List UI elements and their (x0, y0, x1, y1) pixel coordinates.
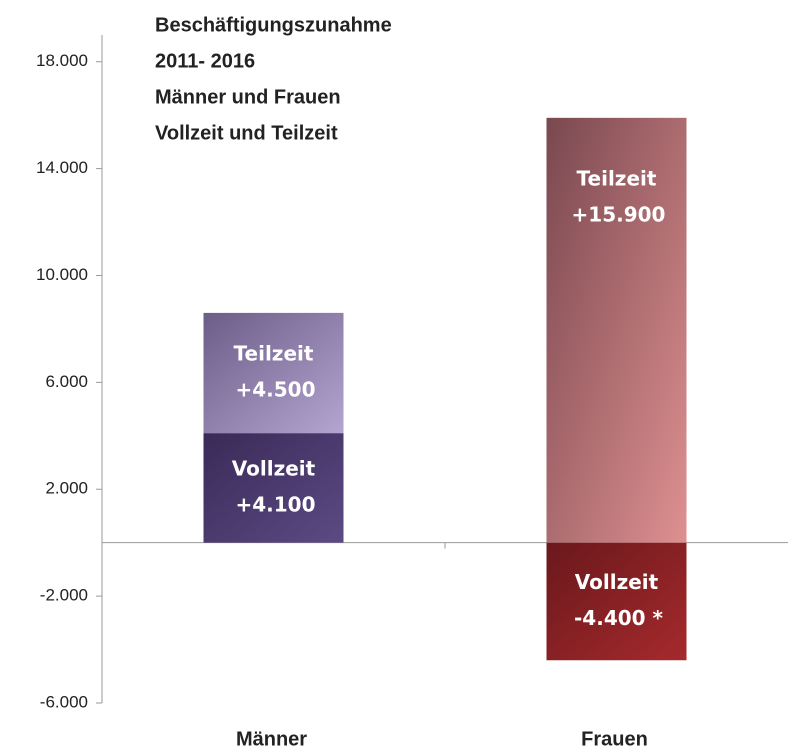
chart-title: Vollzeit und Teilzeit (155, 122, 338, 144)
chart-title: 2011- 2016 (155, 50, 255, 72)
data-label: -4.400 * (574, 606, 664, 630)
segment-name: Vollzeit (232, 456, 316, 480)
bar-segment (203, 312, 344, 434)
y-tick-label: -6.000 (40, 692, 88, 711)
segment-name: Vollzeit (575, 570, 659, 594)
bar-segment (546, 117, 687, 543)
data-label: +4.100 (235, 492, 315, 516)
y-tick-label: 18.000 (36, 51, 88, 70)
y-tick-label: 14.000 (36, 158, 88, 177)
segment-name: Teilzeit (234, 342, 314, 366)
segment-name: Teilzeit (577, 166, 657, 190)
bar-segment (546, 542, 687, 661)
data-label: +4.500 (235, 378, 315, 402)
chart-title: Beschäftigungszunahme (155, 14, 392, 36)
x-tick-label: Frauen (581, 728, 648, 749)
data-label: +15.900 (572, 202, 666, 226)
y-tick-label: 2.000 (45, 479, 88, 498)
y-tick-label: -2.000 (40, 586, 88, 605)
y-tick-label: 6.000 (45, 372, 88, 391)
bar-segment (203, 433, 344, 543)
y-tick-label: 10.000 (36, 265, 88, 284)
chart-title: Männer und Frauen (155, 86, 341, 108)
x-tick-label: Männer (236, 728, 307, 749)
